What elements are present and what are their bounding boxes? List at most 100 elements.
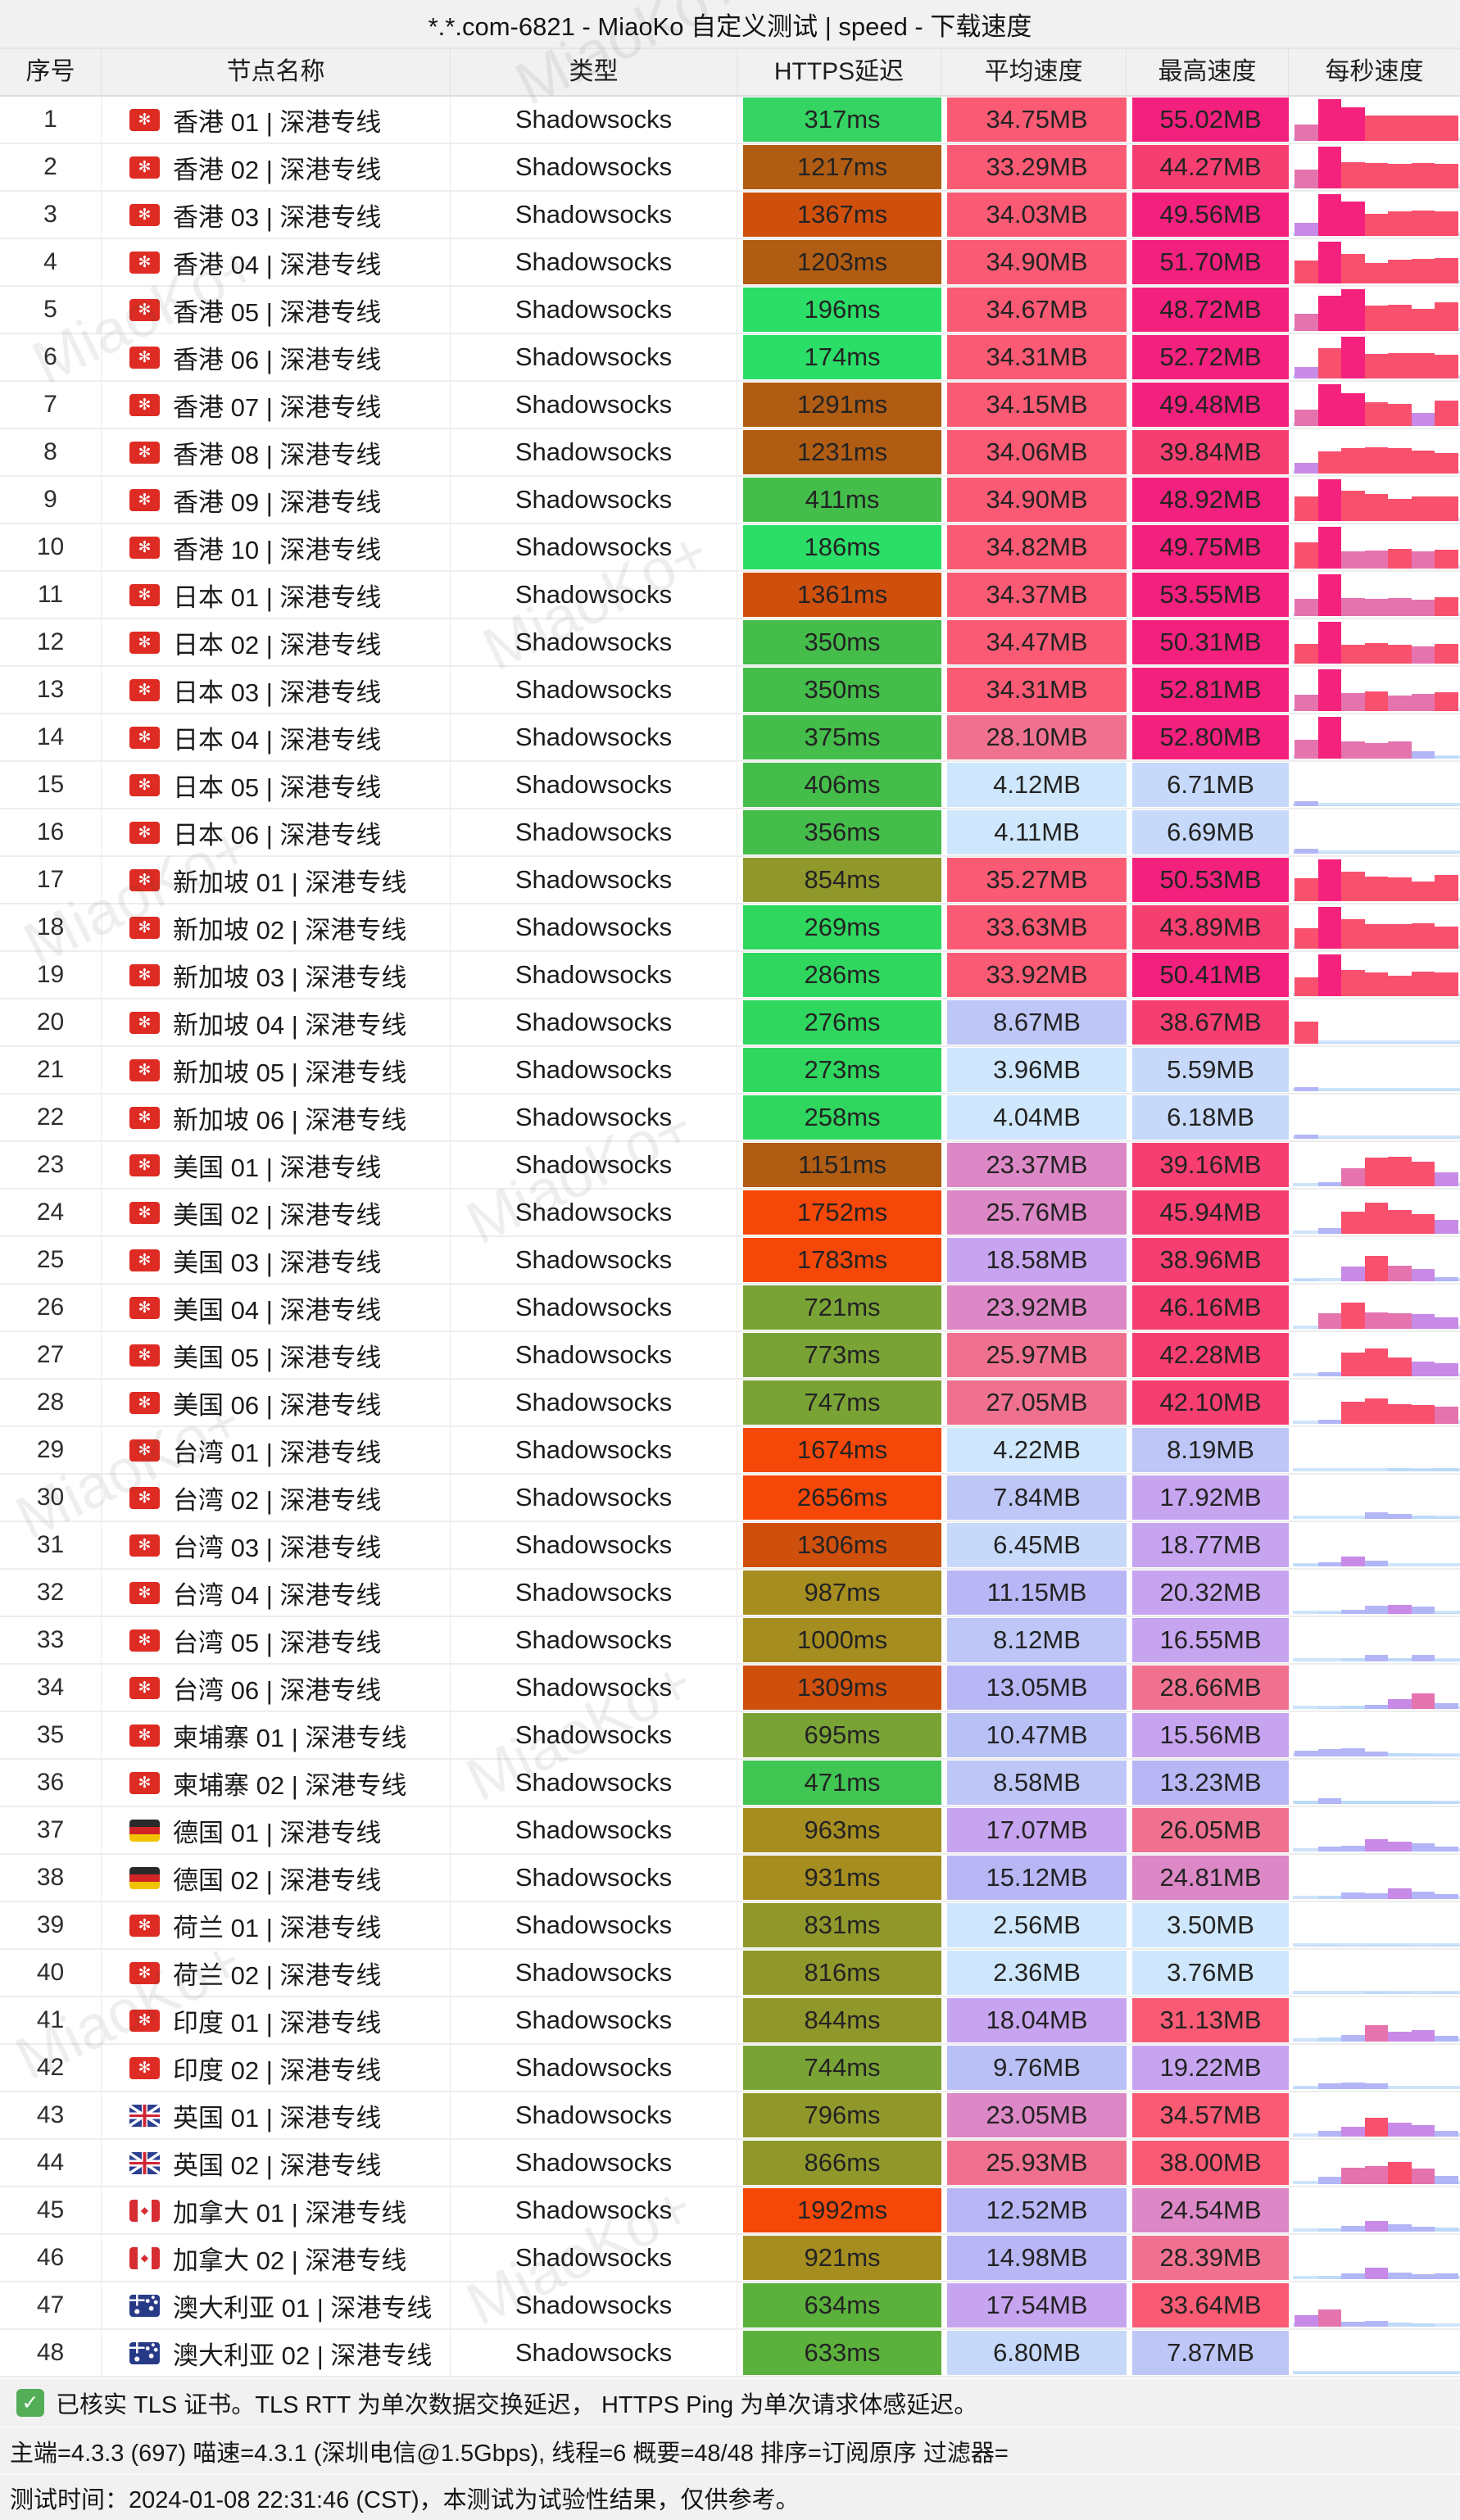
avg-speed-cell: 34.31MB [947, 668, 1127, 712]
https-latency-cell: 921ms [743, 2236, 941, 2280]
max-speed-cell: 6.69MB [1132, 810, 1289, 854]
per-second-speed-sparkline [1293, 2282, 1460, 2328]
sparkline-bars [1295, 99, 1459, 141]
max-speed-cell: 48.92MB [1132, 478, 1289, 522]
max-speed-cell: 50.53MB [1132, 858, 1289, 902]
sparkline-bar [1295, 927, 1318, 949]
sparkline-bar [1341, 2126, 1365, 2137]
sparkline-bar [1364, 214, 1389, 236]
per-second-speed-sparkline [1293, 1807, 1460, 1853]
node-name-cell: 香港 05 | 深港专线 [102, 287, 451, 333]
sparkline-bar [1295, 222, 1318, 236]
avg-speed-cell: 25.76MB [947, 1190, 1127, 1235]
sparkline-baseline [1293, 850, 1460, 854]
max-speed-cell: 38.00MB [1132, 2141, 1289, 2185]
flag-de-icon [129, 1866, 160, 1889]
max-speed-cell: 38.96MB [1132, 1238, 1289, 1282]
per-second-speed-sparkline [1293, 1285, 1460, 1330]
avg-speed-cell: 23.05MB [947, 2093, 1127, 2137]
sparkline-bar [1341, 1945, 1365, 1947]
sparkline-bar [1435, 1612, 1459, 1614]
node-name-cell: 英国 01 | 深港专线 [102, 2092, 451, 2138]
sparkline-baseline [1293, 2371, 1460, 2374]
sparkline-bar [1295, 1086, 1318, 1091]
per-second-speed-sparkline [1293, 904, 1460, 950]
sparkline-bar [1388, 305, 1412, 331]
node-name: 台湾 04 | 深港专线 [173, 1580, 382, 1610]
node-name: 英国 02 | 深港专线 [173, 2151, 382, 2180]
sparkline-bar [1411, 852, 1435, 854]
table-row: 31 台湾 03 | 深港专线 Shadowsocks1306ms6.45MB18.… [0, 1522, 1460, 1570]
sparkline-bar [1411, 1404, 1435, 1424]
table-row: 45 加拿大 01 | 深港专线 Shadowsocks1992ms12.52MB2… [0, 2187, 1460, 2235]
sparkline-bar [1341, 254, 1365, 283]
flag-ca-icon [129, 2246, 160, 2269]
https-latency-cell: 174ms [743, 335, 941, 379]
sparkline-bar [1341, 1609, 1365, 1614]
https-latency-cell: 276ms [743, 1000, 941, 1045]
node-type: Shadowsocks [451, 1950, 737, 1996]
node-name-cell: 台湾 04 | 深港专线 [102, 1570, 451, 1616]
sparkline-bar [1435, 1137, 1459, 1139]
per-second-speed-sparkline [1293, 1855, 1460, 1901]
per-second-speed-sparkline [1293, 192, 1460, 238]
sparkline-bar [1295, 1022, 1318, 1044]
sparkline-bar [1388, 164, 1412, 188]
node-name: 香港 05 | 深港专线 [173, 297, 382, 327]
sparkline-bar [1364, 1654, 1389, 1661]
sparkline-bar [1388, 448, 1412, 474]
avg-speed-cell: 18.04MB [947, 1998, 1127, 2042]
table-row: 47 澳大利亚 01 | 深港专线 Shadowsocks 634ms 17.54MB 3… [0, 2282, 1460, 2330]
col-header-4: 平均速度 [941, 49, 1127, 95]
sparkline-bar [1411, 1693, 1435, 1709]
sparkline-bars [1295, 1335, 1459, 1376]
sparkline-bar [1388, 1357, 1412, 1376]
max-speed-cell: 44.27MB [1132, 145, 1289, 189]
node-name-cell: 台湾 05 | 深港专线 [102, 1617, 451, 1663]
sparkline-bar [1388, 116, 1412, 141]
node-name-cell: 新加坡 04 | 深港专线 [102, 999, 451, 1045]
col-header-6: 每秒速度 [1325, 58, 1424, 85]
node-type: Shadowsocks [451, 1760, 737, 1806]
node-type: Shadowsocks [451, 1427, 737, 1473]
node-name-cell: 香港 03 | 深港专线 [102, 192, 451, 238]
sparkline-bar [1341, 1042, 1365, 1044]
avg-speed-cell: 8.58MB [947, 1761, 1127, 1805]
sparkline-bar [1341, 1748, 1365, 1756]
sparkline-bar [1388, 1945, 1412, 1947]
avg-speed-cell: 27.05MB [947, 1380, 1127, 1425]
https-latency-cell: 406ms [743, 763, 941, 807]
sparkline-bar [1341, 202, 1365, 236]
sparkline-bars [1295, 669, 1459, 711]
flag-hk-icon [129, 726, 160, 749]
per-second-speed-sparkline [1293, 2045, 1460, 2091]
per-second-speed-sparkline [1293, 524, 1460, 570]
page-title: *.*.com-6821 - MiaoKo 自定义测试 | speed - 下载… [0, 0, 1460, 49]
node-name: 荷兰 02 | 深港专线 [173, 1960, 382, 1990]
sparkline-bar [1317, 2083, 1342, 2089]
node-type: Shadowsocks [451, 2092, 737, 2138]
sparkline-bar [1435, 1516, 1459, 1519]
sparkline-bar [1364, 1398, 1389, 1424]
table-row: 35 柬埔寨 01 | 深港专线 Shadowsocks695ms10.47MB15… [0, 1712, 1460, 1760]
row-index: 13 [0, 667, 102, 713]
sparkline-bar [1411, 646, 1435, 664]
node-name: 美国 02 | 深港专线 [173, 1200, 382, 1230]
sparkline-bar [1435, 2228, 1459, 2232]
sparkline-bars [1295, 859, 1459, 901]
row-index: 28 [0, 1380, 102, 1425]
sparkline-bar [1411, 1090, 1435, 1091]
avg-speed-cell: 34.47MB [947, 620, 1127, 664]
sparkline-bar [1317, 1847, 1342, 1851]
node-name-cell: 美国 01 | 深港专线 [102, 1142, 451, 1188]
max-speed-cell: 28.66MB [1132, 1666, 1289, 1710]
row-index: 40 [0, 1950, 102, 1996]
node-name: 日本 03 | 深港专线 [173, 678, 382, 707]
sparkline-bar [1317, 2177, 1342, 2184]
node-name: 台湾 06 | 深港专线 [173, 1675, 382, 1705]
row-index: 16 [0, 809, 102, 855]
sparkline-bar [1341, 1212, 1365, 1234]
row-index: 26 [0, 1285, 102, 1330]
node-type: Shadowsocks [451, 239, 737, 285]
row-index: 45 [0, 2187, 102, 2233]
